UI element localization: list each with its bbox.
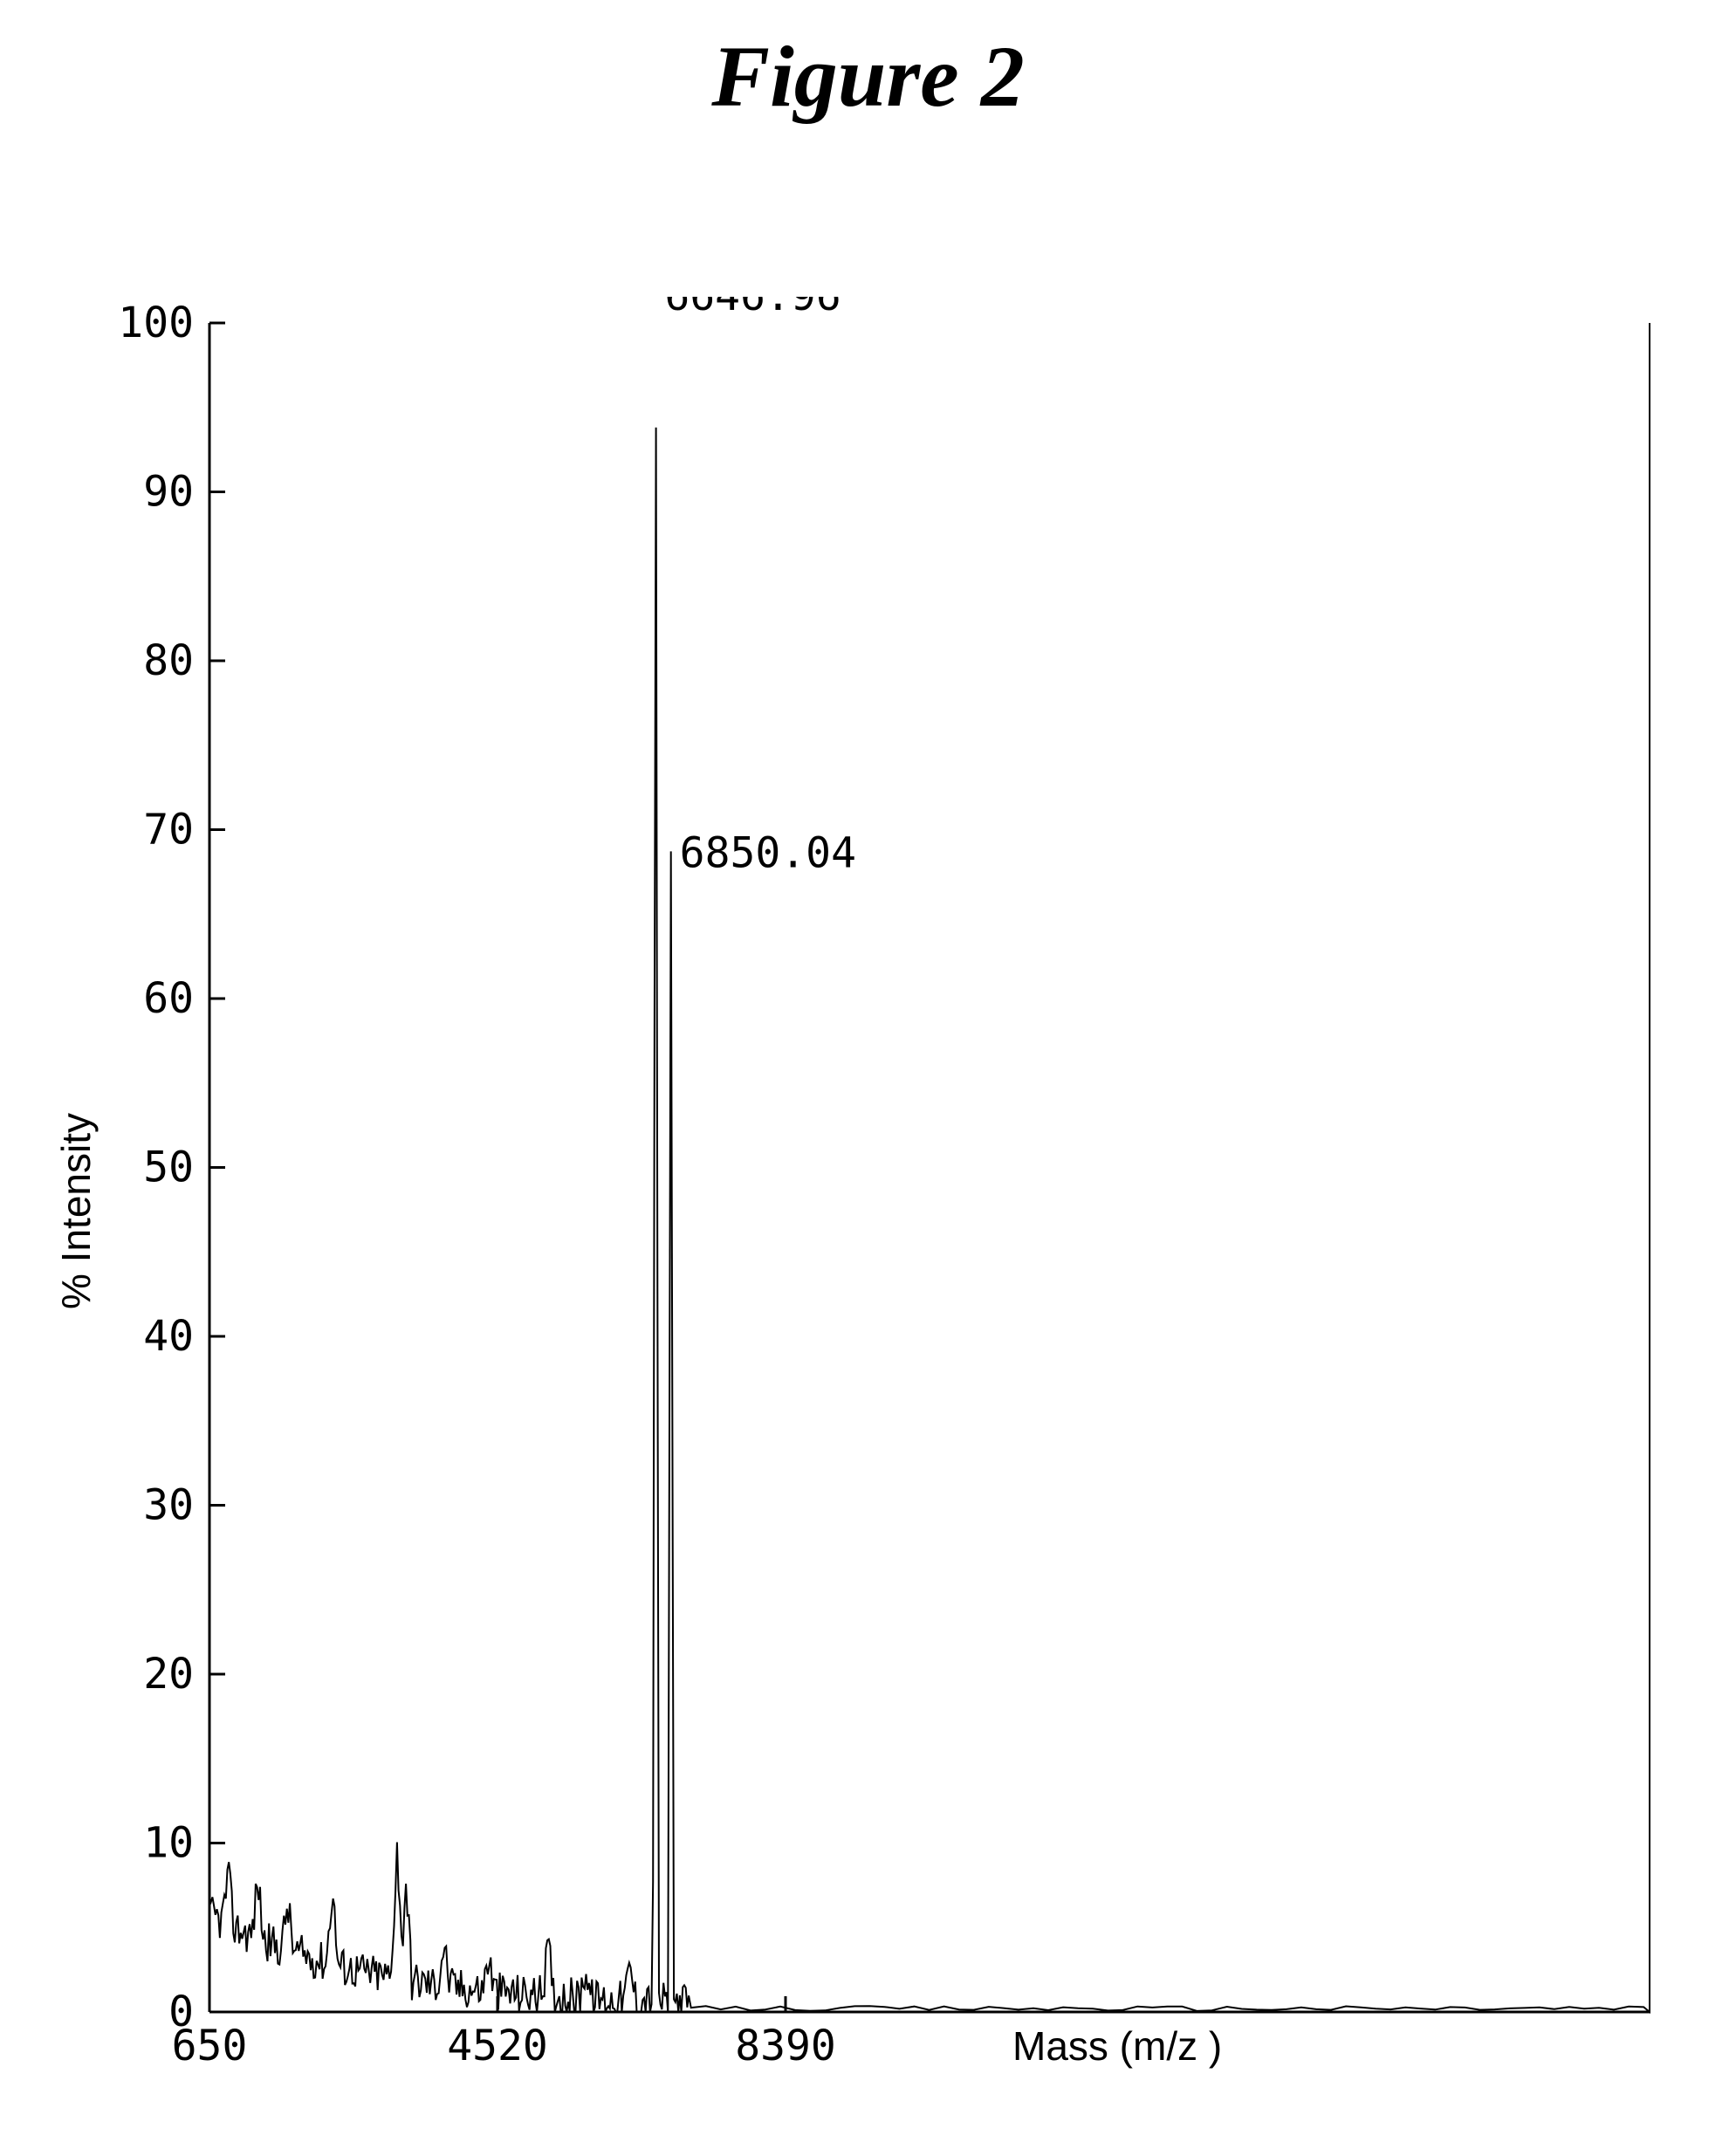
y-tick-label: 10 bbox=[143, 1819, 194, 1868]
y-tick-label: 50 bbox=[143, 1143, 194, 1192]
x-axis-label: Mass (m/z ) bbox=[1012, 2023, 1222, 2069]
peak-label: 6646.96 bbox=[664, 297, 841, 320]
y-tick-label: 80 bbox=[143, 636, 194, 685]
mass-spectrum-chart: 010203040506070809010065045208390Mass (m… bbox=[70, 297, 1667, 2095]
y-tick-label: 40 bbox=[143, 1312, 194, 1361]
x-tick-label: 8390 bbox=[735, 2022, 836, 2070]
y-axis-label: % Intensity bbox=[52, 1113, 99, 1309]
spectrum-trace bbox=[209, 323, 1650, 2012]
y-tick-label: 100 bbox=[118, 299, 194, 347]
y-tick-label: 70 bbox=[143, 806, 194, 855]
x-tick-label: 650 bbox=[172, 2022, 248, 2070]
y-tick-label: 30 bbox=[143, 1481, 194, 1530]
y-tick-label: 60 bbox=[143, 974, 194, 1023]
y-tick-label: 90 bbox=[143, 468, 194, 517]
figure-title: Figure 2 bbox=[0, 26, 1736, 127]
peak-label: 6850.04 bbox=[680, 829, 856, 878]
x-tick-label: 4520 bbox=[447, 2022, 548, 2070]
y-tick-label: 20 bbox=[143, 1650, 194, 1699]
